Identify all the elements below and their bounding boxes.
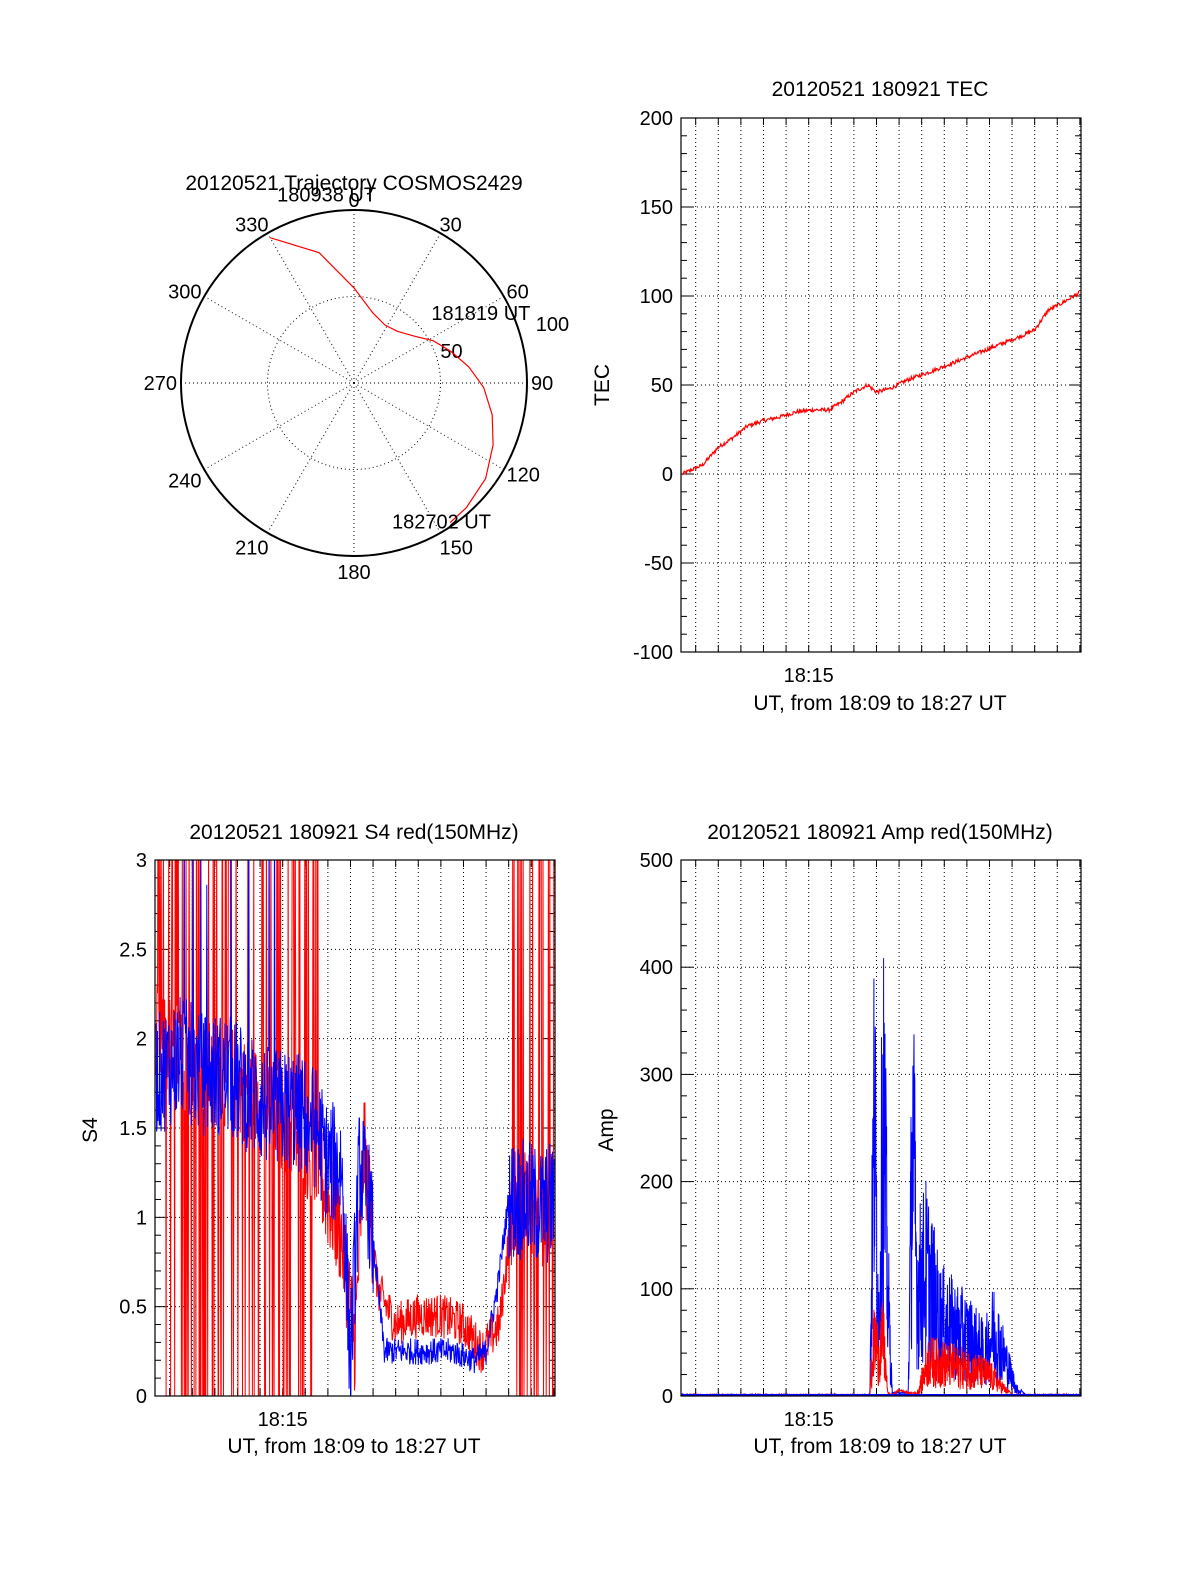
amp-panel: 20120521 180921 Amp red(150MHz) 0 100 200 3… xyxy=(595,821,1082,1458)
amp-y-tick-labels: 0 100 200 300 400 500 xyxy=(640,850,673,1408)
polar-angle-label: 150 xyxy=(440,537,473,559)
polar-inner-circle xyxy=(267,296,441,470)
tec-plot-frame xyxy=(680,117,1082,653)
polar-spoke xyxy=(203,296,355,384)
polar-spoke xyxy=(267,232,355,384)
amp-x-tick-labels: 18:15 xyxy=(784,1409,834,1431)
s4-x-tick-labels: 18:15 xyxy=(258,1409,308,1431)
polar-trajectory-series xyxy=(269,237,494,524)
polar-angle-label: 0 xyxy=(348,190,359,212)
polar-angle-label: 120 xyxy=(506,465,539,487)
tec-title: 20120521 180921 TEC xyxy=(772,78,989,101)
tec-x-tick-labels: 18:15 xyxy=(784,665,834,687)
amp-y-tick-label: 200 xyxy=(640,1172,673,1194)
trajectory-line xyxy=(269,237,494,524)
trajectory-time-annotation: 182702 UT xyxy=(392,512,491,534)
amp-plot-frame xyxy=(680,859,1082,1397)
trajectory-time-annotation: 180938 UT xyxy=(277,185,376,207)
trajectory-polar-panel: 20120521 Trajectory COSMOS2429 0 30 60 90 12… xyxy=(144,172,569,584)
polar-time-annotations: 180938 UT 181819 UT 182702 UT xyxy=(277,185,530,534)
s4-title: 20120521 180921 S4 red(150MHz) xyxy=(189,821,518,844)
tec-panel: 20120521 180921 TEC -100-50050100150200 … xyxy=(591,78,1082,715)
amp-y-tick-label: 300 xyxy=(640,1064,673,1086)
amp-y-axis-label: Amp xyxy=(595,1108,618,1151)
s4-y-tick-label: 0 xyxy=(136,1386,147,1408)
tec-y-tick-label: 150 xyxy=(640,197,673,219)
polar-spoke xyxy=(267,382,355,534)
polar-grid xyxy=(180,209,528,557)
s4-y-tick-label: 1.5 xyxy=(119,1118,147,1140)
s4-series xyxy=(155,860,555,1396)
polar-angle-label: 300 xyxy=(168,282,201,304)
polar-angle-label: 180 xyxy=(337,562,370,584)
amp-y-tick-label: 400 xyxy=(640,957,673,979)
tec-y-tick-labels: -100 -50 0 50 100 150 200 xyxy=(633,108,673,664)
s4-blue-line xyxy=(155,860,555,1396)
polar-spoke xyxy=(353,382,441,534)
tec-y-tick-label: 200 xyxy=(640,108,673,130)
polar-radial-label: 100 xyxy=(536,314,569,336)
polar-angle-label: 30 xyxy=(440,215,462,237)
amp-title: 20120521 180921 Amp red(150MHz) xyxy=(707,821,1053,844)
polar-angle-label: 210 xyxy=(235,537,268,559)
s4-red-line xyxy=(155,860,555,1396)
amp-series xyxy=(681,958,1081,1396)
tec-y-tick-label: -100 xyxy=(633,642,673,664)
tec-y-axis-label: TEC xyxy=(591,364,614,406)
tec-series xyxy=(681,290,1080,476)
trajectory-time-annotation: 181819 UT xyxy=(431,303,530,325)
tec-x-axis-label: UT, from 18:09 to 18:27 UT xyxy=(753,692,1006,715)
tec-grid xyxy=(681,117,1081,653)
polar-angle-label: 90 xyxy=(531,373,553,395)
polar-angle-label: 240 xyxy=(168,471,201,493)
s4-y-axis-label: S4 xyxy=(79,1117,102,1143)
s4-x-axis-label: UT, from 18:09 to 18:27 UT xyxy=(227,1435,480,1458)
trajectory-title: 20120521 Trajectory COSMOS2429 xyxy=(185,172,522,195)
polar-angle-label: 60 xyxy=(506,282,528,304)
s4-y-tick-label: 2.5 xyxy=(119,939,147,961)
polar-angle-label: 330 xyxy=(235,215,268,237)
tec-y-tick-label: 50 xyxy=(651,375,673,397)
s4-y-tick-label: 3 xyxy=(136,850,147,872)
polar-spoke xyxy=(353,296,505,384)
s4-plot-frame xyxy=(154,859,556,1397)
polar-spoke xyxy=(203,382,355,470)
amp-y-tick-label: 0 xyxy=(662,1386,673,1408)
s4-y-tick-labels: 0 0.5 1 1.5 2 2.5 3 xyxy=(119,850,147,1408)
s4-series-group xyxy=(155,860,555,1396)
tec-x-tick-label: 18:15 xyxy=(784,665,834,687)
s4-y-tick-label: 2 xyxy=(136,1029,147,1051)
amp-y-tick-label: 100 xyxy=(640,1279,673,1301)
amp-x-tick-label: 18:15 xyxy=(784,1409,834,1431)
polar-angle-label: 270 xyxy=(144,373,177,395)
amp-x-axis-label: UT, from 18:09 to 18:27 UT xyxy=(753,1435,1006,1458)
amp-series-group xyxy=(681,958,1081,1396)
amp-y-tick-label: 500 xyxy=(640,850,673,872)
polar-spoke xyxy=(353,382,505,470)
s4-panel: 20120521 180921 S4 red(150MHz) 0 0.5 1 1.5 2… xyxy=(79,821,556,1458)
polar-spoke xyxy=(353,232,441,384)
s4-y-tick-label: 1 xyxy=(136,1207,147,1229)
tec-y-tick-label: -50 xyxy=(644,553,673,575)
polar-angle-labels: 0 30 60 90 120 150 180 210 240 270 300 330 xyxy=(144,190,554,584)
tec-line xyxy=(681,290,1080,476)
tec-y-tick-label: 0 xyxy=(662,464,673,486)
tec-y-tick-label: 100 xyxy=(640,286,673,308)
s4-y-tick-label: 0.5 xyxy=(119,1297,147,1319)
s4-x-tick-label: 18:15 xyxy=(258,1409,308,1431)
